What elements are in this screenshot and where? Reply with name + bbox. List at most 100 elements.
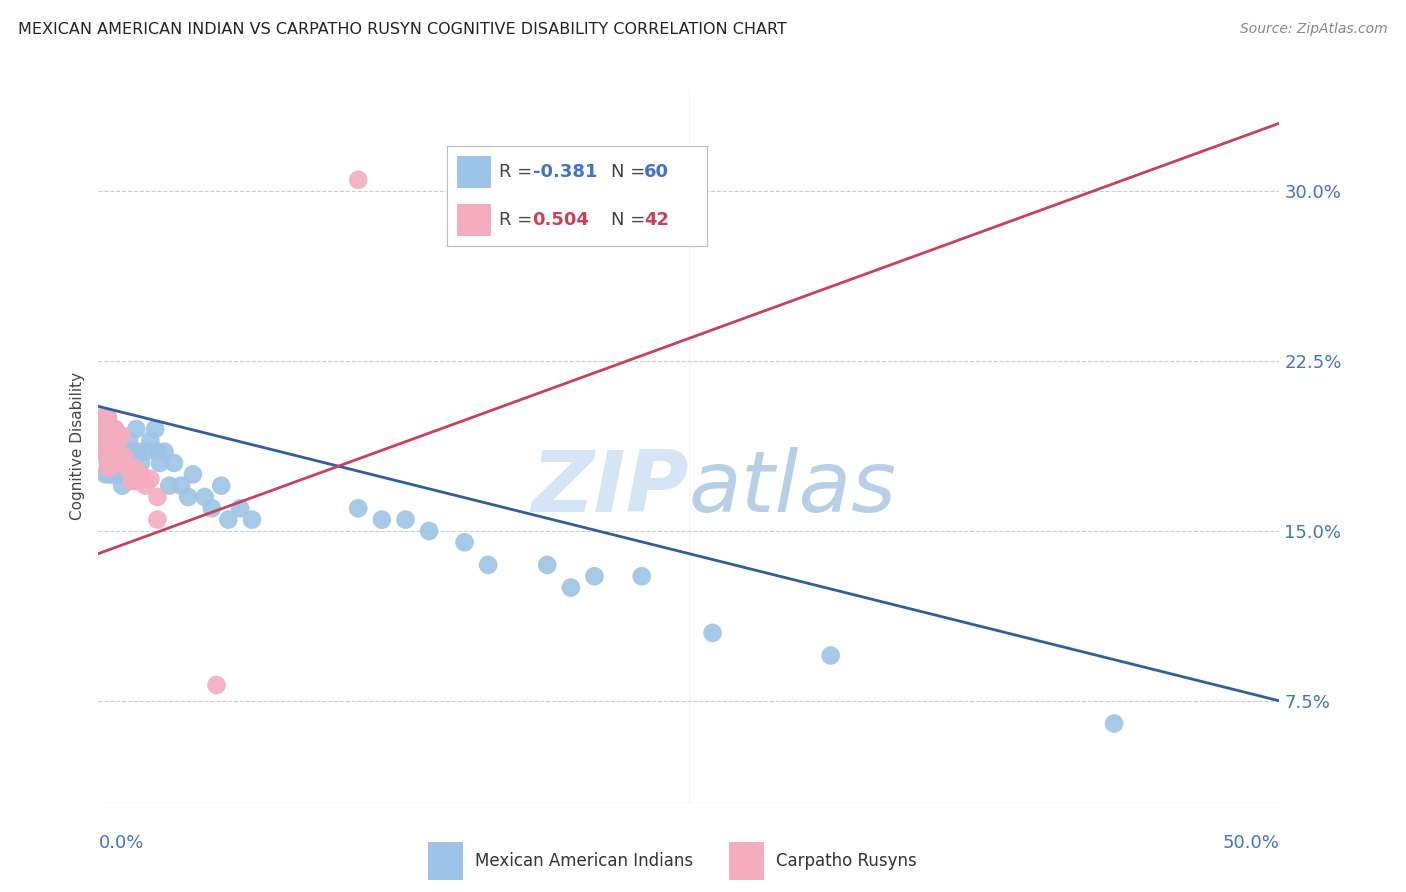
Point <box>94 467 117 482</box>
Point <box>477 558 499 572</box>
Point <box>194 490 217 504</box>
Point <box>94 422 117 436</box>
Point <box>146 444 169 458</box>
Point <box>135 478 157 492</box>
Point <box>146 513 169 527</box>
Point <box>108 444 131 458</box>
Text: N =: N = <box>610 211 651 229</box>
Point <box>1102 716 1125 731</box>
Point <box>105 467 128 482</box>
Point <box>135 444 157 458</box>
Point <box>101 429 124 443</box>
Point <box>111 429 134 443</box>
Point <box>94 434 117 448</box>
Point <box>125 474 148 488</box>
Point <box>98 460 121 475</box>
Point <box>94 444 117 458</box>
Point <box>101 449 124 463</box>
Text: N =: N = <box>610 163 651 181</box>
Point <box>101 467 124 482</box>
Text: Mexican American Indians: Mexican American Indians <box>475 852 693 870</box>
Point <box>157 478 180 492</box>
Text: -0.381: -0.381 <box>533 163 598 181</box>
Text: Source: ZipAtlas.com: Source: ZipAtlas.com <box>1240 22 1388 37</box>
Point <box>97 449 120 463</box>
Point <box>108 467 131 482</box>
Point <box>177 490 200 504</box>
Point <box>98 444 121 458</box>
Point <box>91 444 114 458</box>
Text: R =: R = <box>499 211 537 229</box>
Point <box>394 513 416 527</box>
Point <box>97 422 120 436</box>
Point <box>105 434 128 448</box>
Point <box>453 535 475 549</box>
Point <box>104 438 127 452</box>
Point <box>240 513 263 527</box>
Point <box>91 434 114 448</box>
Point <box>90 410 112 425</box>
Point <box>98 467 121 482</box>
Point <box>122 444 145 458</box>
Bar <box>728 842 765 880</box>
Point <box>112 467 135 482</box>
Point <box>139 434 162 448</box>
Point <box>371 513 394 527</box>
Point <box>111 456 134 470</box>
Point <box>149 456 172 470</box>
Point <box>94 410 117 425</box>
Text: MEXICAN AMERICAN INDIAN VS CARPATHO RUSYN COGNITIVE DISABILITY CORRELATION CHART: MEXICAN AMERICAN INDIAN VS CARPATHO RUSY… <box>18 22 787 37</box>
Point <box>91 444 114 458</box>
Point <box>98 422 121 436</box>
Text: 50.0%: 50.0% <box>1223 834 1279 852</box>
Point <box>105 444 128 458</box>
Point <box>91 422 114 436</box>
Text: 0.504: 0.504 <box>533 211 589 229</box>
Point <box>108 449 131 463</box>
Point <box>209 478 232 492</box>
Text: 60: 60 <box>644 163 669 181</box>
Point <box>201 501 224 516</box>
Point <box>702 626 724 640</box>
Point <box>205 678 228 692</box>
Bar <box>427 842 463 880</box>
Point <box>104 422 127 436</box>
Point <box>125 422 148 436</box>
Point <box>118 434 141 448</box>
Point <box>105 449 128 463</box>
Point <box>347 173 370 187</box>
Text: 42: 42 <box>644 211 669 229</box>
Point <box>143 422 166 436</box>
Point <box>115 460 138 475</box>
Bar <box>457 156 491 188</box>
Point <box>90 444 112 458</box>
Point <box>583 569 606 583</box>
Point <box>97 460 120 475</box>
Point <box>112 449 135 463</box>
Point <box>139 472 162 486</box>
Point <box>217 513 239 527</box>
Point <box>111 444 134 458</box>
Point <box>118 460 141 475</box>
Point <box>115 444 138 458</box>
Point <box>418 524 440 538</box>
Point <box>101 422 124 436</box>
Point <box>153 444 176 458</box>
Point <box>97 410 120 425</box>
Point <box>97 410 120 425</box>
Point <box>97 438 120 452</box>
Point <box>104 456 127 470</box>
Point <box>129 456 152 470</box>
Point <box>97 456 120 470</box>
Point <box>146 490 169 504</box>
Text: Carpatho Rusyns: Carpatho Rusyns <box>776 852 917 870</box>
Point <box>347 501 370 516</box>
Point <box>129 467 152 482</box>
Point <box>104 456 127 470</box>
Point <box>820 648 842 663</box>
Point <box>630 569 652 583</box>
Point <box>105 434 128 448</box>
Text: 0.0%: 0.0% <box>98 834 143 852</box>
Point <box>560 581 582 595</box>
Point <box>98 422 121 436</box>
